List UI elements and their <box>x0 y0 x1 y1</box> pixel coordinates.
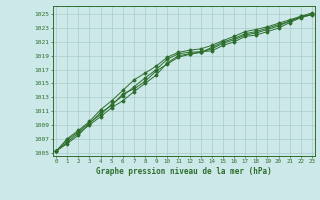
X-axis label: Graphe pression niveau de la mer (hPa): Graphe pression niveau de la mer (hPa) <box>96 167 272 176</box>
